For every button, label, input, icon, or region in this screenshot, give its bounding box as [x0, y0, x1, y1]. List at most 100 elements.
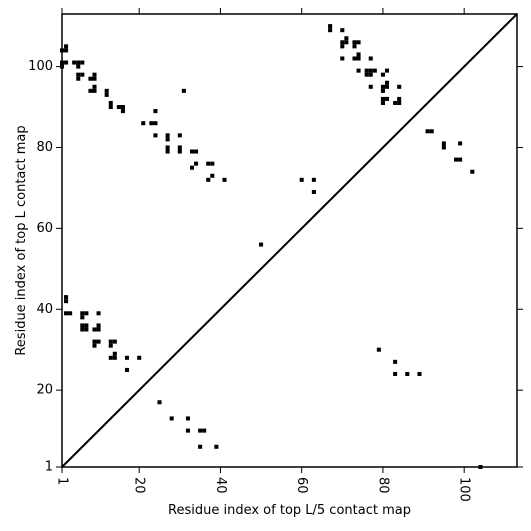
contact-point [124, 355, 130, 360]
contact-point [80, 311, 85, 316]
contact-point [189, 165, 195, 170]
contact-point [165, 137, 170, 142]
contact-point [149, 121, 154, 126]
y-tick-label: 20 [36, 383, 53, 398]
contact-point [88, 76, 93, 81]
contact-point [441, 141, 446, 146]
contact-point [340, 40, 345, 45]
contact-point [92, 339, 97, 344]
contact-point [384, 68, 390, 73]
contact-point [76, 76, 81, 81]
contact-point [80, 315, 85, 320]
contact-point [153, 121, 158, 126]
contact-point [340, 28, 345, 33]
contact-point [112, 351, 117, 356]
contact-point [92, 72, 97, 77]
contact-point [185, 428, 190, 433]
contact-point [116, 105, 121, 110]
contact-point [92, 76, 97, 81]
contact-point [340, 44, 345, 49]
contact-point [417, 371, 422, 376]
x-axis-ticks: 1 20 40 60 80 100 [55, 8, 472, 502]
contact-point [380, 96, 385, 101]
contact-point [76, 72, 81, 77]
contact-point [120, 109, 125, 114]
contact-point [393, 359, 398, 364]
contact-point [441, 145, 446, 150]
contact-point [356, 40, 361, 45]
x-tick-label: 100 [457, 477, 472, 502]
y-tick-label: 80 [36, 140, 53, 155]
contact-point [177, 149, 182, 154]
x-tick-label: 20 [132, 477, 147, 494]
contact-point [72, 60, 77, 65]
contact-point [76, 60, 81, 65]
contact-point [124, 367, 130, 372]
contact-point [454, 157, 459, 162]
contact-point [80, 323, 85, 328]
contact-point [344, 36, 349, 41]
contact-point [92, 88, 97, 93]
contact-point [165, 149, 170, 154]
contact-point [194, 161, 199, 166]
y-tick-label: 60 [36, 221, 53, 236]
contact-point [198, 444, 203, 449]
contact-point [384, 80, 390, 85]
contact-point [368, 72, 373, 77]
contact-point [68, 311, 73, 316]
contact-point [96, 323, 101, 328]
contact-point [194, 149, 199, 154]
contact-point [380, 88, 385, 93]
x-axis-label: Residue index of top L/5 contact map [168, 503, 411, 518]
contact-point [165, 145, 170, 150]
contact-point [328, 24, 333, 29]
contact-point [64, 295, 69, 300]
y-axis-label: Residue index of top L contact map [14, 125, 29, 355]
contact-point [104, 92, 109, 97]
contact-point [352, 56, 357, 61]
contact-point [76, 64, 81, 69]
contact-point [470, 169, 475, 174]
contact-point [344, 40, 349, 45]
contact-point [165, 133, 170, 138]
contact-point [80, 60, 85, 65]
y-tick-label: 1 [45, 460, 53, 475]
contact-point [397, 84, 402, 89]
contact-point [311, 177, 316, 182]
contact-point [104, 88, 109, 93]
contact-point [356, 56, 361, 61]
contact-point [64, 311, 69, 316]
y-tick-label: 40 [36, 302, 53, 317]
contact-point [198, 428, 203, 433]
contact-point [210, 173, 215, 178]
contact-point [108, 343, 113, 348]
contact-point [380, 84, 385, 89]
contact-point [458, 157, 463, 162]
contact-point [397, 100, 402, 105]
diagonal-line [61, 13, 518, 468]
contact-point [108, 339, 113, 344]
contact-point [177, 133, 182, 138]
contact-point [185, 416, 190, 421]
contact-point [368, 68, 373, 73]
contact-point [372, 68, 377, 73]
contact-point [153, 109, 158, 114]
contact-point [112, 339, 117, 344]
contact-point [393, 100, 398, 105]
contact-point [206, 161, 211, 166]
contact-point [328, 28, 333, 33]
contact-point [64, 60, 69, 65]
contact-point [299, 177, 304, 182]
contact-point [202, 428, 207, 433]
contact-point [364, 68, 369, 73]
contact-point [120, 105, 125, 110]
contact-point [380, 72, 385, 77]
contact-point [92, 84, 97, 89]
contact-point [96, 311, 101, 316]
contact-point [356, 68, 361, 73]
contact-point [141, 121, 146, 126]
x-tick-label: 1 [55, 477, 70, 485]
contact-point [429, 129, 434, 134]
contact-point [177, 145, 182, 150]
